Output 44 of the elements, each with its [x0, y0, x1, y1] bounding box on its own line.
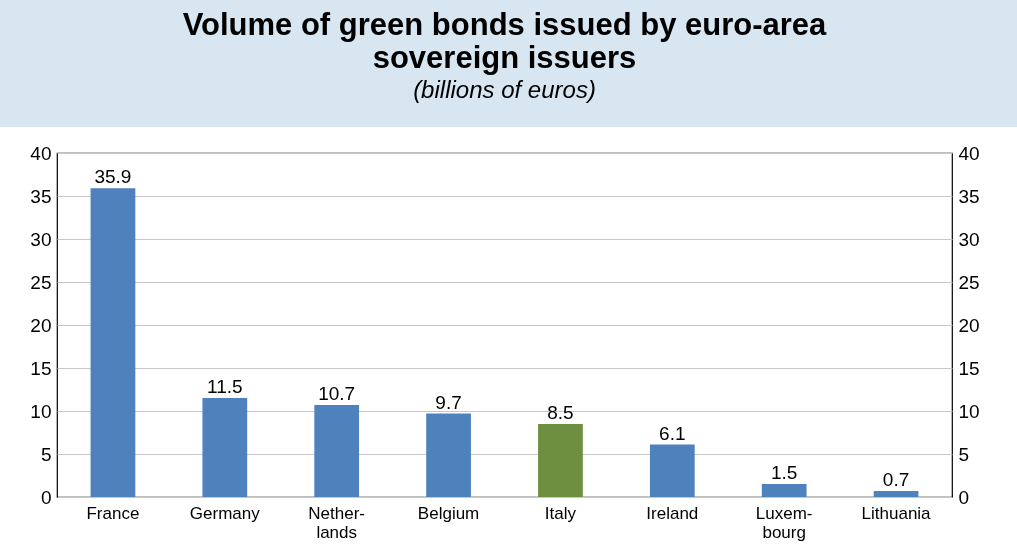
data-label: 10.7 — [318, 382, 356, 404]
y2-tick-label: 40 — [958, 142, 980, 164]
chart-subtitle: (billions of euros) — [413, 76, 596, 103]
data-label: 8.5 — [547, 401, 574, 423]
x-tick-label: France — [86, 503, 140, 523]
bar — [426, 413, 471, 497]
data-label: 1.5 — [770, 462, 798, 484]
x-tick-label: Belgium — [417, 503, 480, 523]
y-tick-label: 10 — [30, 400, 52, 422]
y2-tick-label: 25 — [958, 271, 980, 293]
y-tick-label: 30 — [30, 228, 52, 250]
y-tick-label: 5 — [40, 443, 52, 465]
y2-tick-label: 30 — [958, 228, 980, 250]
y2-tick-label: 35 — [958, 185, 980, 207]
bar — [314, 404, 360, 497]
bar — [873, 490, 919, 497]
data-label: 6.1 — [659, 422, 686, 444]
y-tick-label: 35 — [30, 185, 52, 207]
x-tick-label: Italy — [544, 503, 577, 523]
x-tick-label: Lithuania — [861, 503, 932, 523]
y-tick-label: 0 — [40, 486, 52, 508]
data-label: 35.9 — [94, 166, 132, 188]
y-tick-label: 15 — [30, 357, 52, 379]
data-label: 11.5 — [207, 376, 243, 398]
y-tick-label: 20 — [30, 314, 52, 336]
x-tick-label: Ireland — [646, 503, 699, 523]
bar — [202, 398, 248, 497]
x-tick-label: Nether- lands — [308, 503, 366, 542]
y-tick-label: 25 — [30, 271, 52, 293]
data-label: 0.7 — [882, 468, 910, 490]
bar — [649, 444, 695, 497]
x-tick-label: Germany — [189, 503, 261, 523]
x-tick-label: Luxem- bourg — [755, 503, 813, 542]
bar — [90, 188, 136, 497]
y2-tick-label: 10 — [958, 400, 980, 422]
data-label: 9.7 — [435, 391, 462, 413]
y-tick-label: 40 — [30, 142, 52, 164]
chart-title: Volume of green bonds issued by euro-area sovereign issuers — [182, 7, 828, 75]
y2-tick-label: 15 — [958, 357, 980, 379]
y2-tick-label: 0 — [958, 486, 970, 508]
bar — [538, 423, 583, 497]
y2-tick-label: 5 — [958, 443, 970, 465]
bar — [761, 484, 807, 497]
y2-tick-label: 20 — [958, 314, 980, 336]
